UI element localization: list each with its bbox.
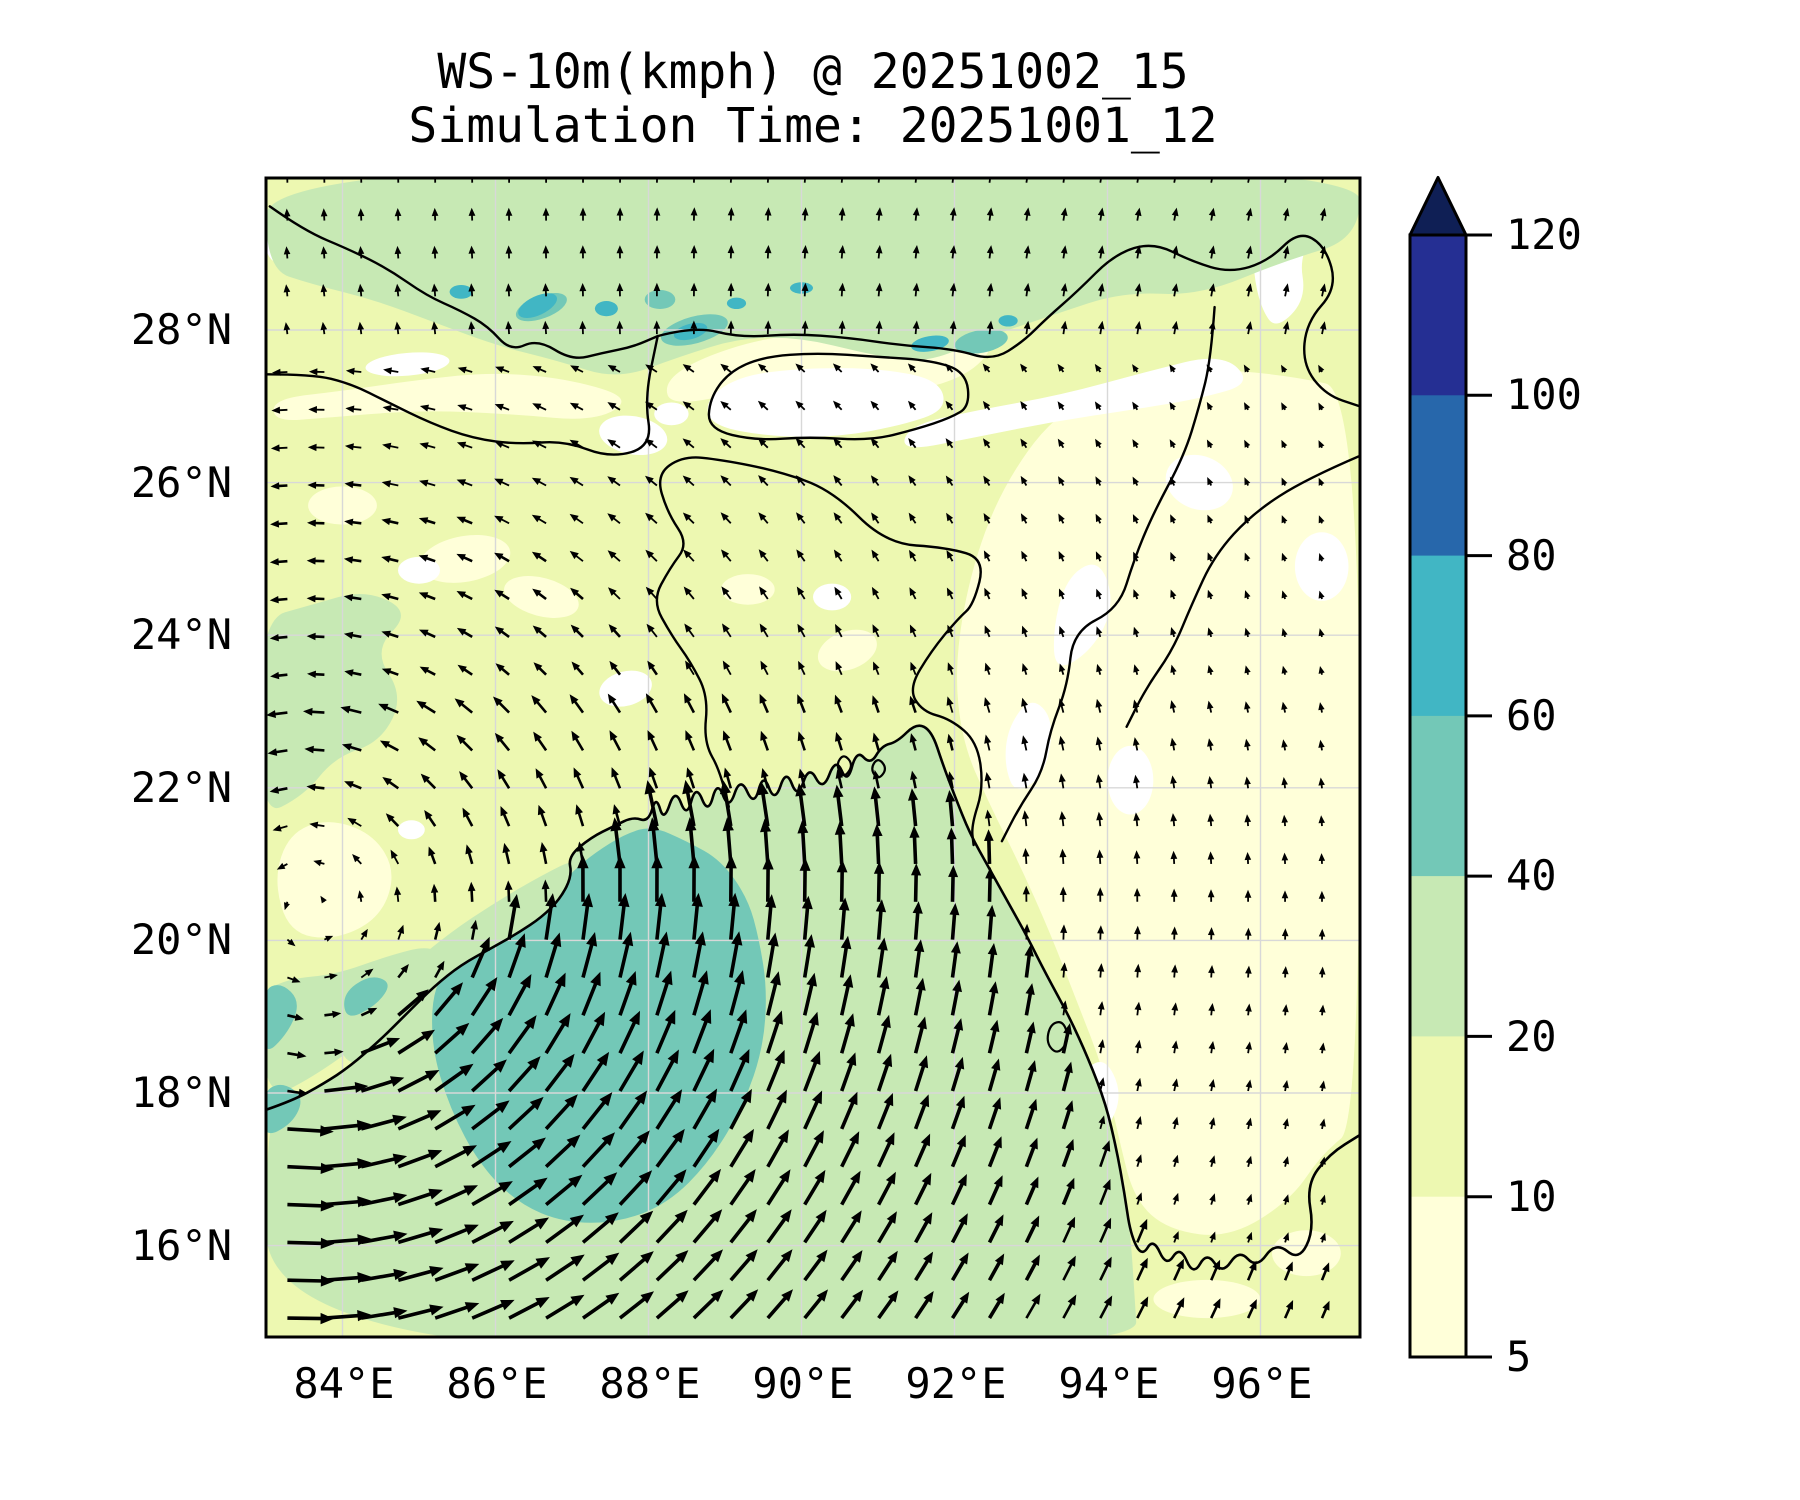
colorbar-tick-label-60: 60 [1506, 691, 1557, 740]
colorbar-tick-label-10: 10 [1506, 1172, 1557, 1221]
colorbar-tick-label-120: 120 [1506, 210, 1582, 259]
x-axis-tick-labels: 84°E 86°E 88°E 90°E 92°E 94°E 96°E [293, 1359, 1312, 1408]
x-tick-label-84e: 84°E [293, 1359, 394, 1408]
colorbar-tick-label-80: 80 [1506, 531, 1557, 580]
y-tick-label-18n: 18°N [131, 1068, 232, 1117]
y-tick-label-28n: 28°N [131, 305, 232, 354]
map-frame [264, 176, 1362, 1339]
x-tick-label-96e: 96°E [1211, 1359, 1312, 1408]
y-tick-label-20n: 20°N [131, 915, 232, 964]
x-tick-label-88e: 88°E [599, 1359, 700, 1408]
x-tick-label-86e: 86°E [446, 1359, 547, 1408]
map-subtitle: Simulation Time: 20251001_12 [408, 98, 1217, 154]
colorbar-tick-label-5: 5 [1506, 1332, 1531, 1381]
colorbar [1408, 176, 1492, 1359]
x-tick-label-92e: 92°E [905, 1359, 1006, 1408]
colorbar-tick-label-20: 20 [1506, 1012, 1557, 1061]
x-tick-label-94e: 94°E [1058, 1359, 1159, 1408]
wind-arrows-layer [266, 178, 1330, 1325]
map-title: WS-10m(kmph) @ 20251002_15 [437, 44, 1188, 100]
contour-fill-layer [266, 178, 1360, 1337]
y-axis-tick-labels: 16°N 18°N 20°N 22°N 24°N 26°N 28°N [131, 305, 232, 1270]
coastline-border-layer [266, 205, 1360, 1271]
y-tick-label-22n: 22°N [131, 763, 232, 812]
colorbar-tick-label-40: 40 [1506, 851, 1557, 900]
y-tick-label-24n: 24°N [131, 610, 232, 659]
y-tick-label-16n: 16°N [131, 1221, 232, 1270]
colorbar-tick-label-100: 100 [1506, 370, 1582, 419]
y-tick-label-26n: 26°N [131, 458, 232, 507]
x-tick-label-90e: 90°E [752, 1359, 853, 1408]
colorbar-tick-labels: 120 100 80 60 40 20 10 5 [1506, 210, 1582, 1381]
